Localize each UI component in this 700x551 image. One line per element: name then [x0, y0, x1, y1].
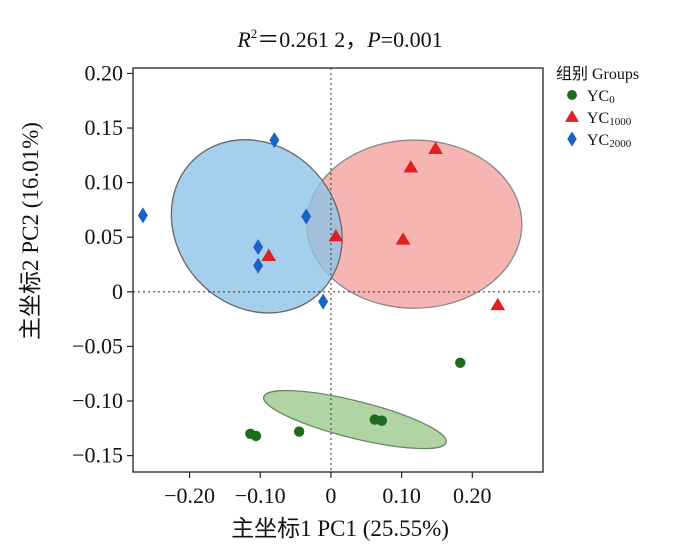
- ellipses-layer: [170, 139, 523, 450]
- legend-marker-YC1000: [565, 110, 579, 122]
- x-tick-label: −0.20: [164, 483, 215, 508]
- title-r-sup: 2: [251, 26, 258, 41]
- point-YC1000-5: [428, 141, 443, 154]
- legend-label-YC2000: YC2000: [587, 132, 632, 150]
- confidence-ellipse-YC2000: [170, 139, 343, 314]
- y-tick-label: −0.10: [72, 388, 123, 413]
- y-tick-label: −0.15: [72, 443, 123, 468]
- y-tick-label: 0: [112, 279, 123, 304]
- y-axis-title: 主坐标2 PC2 (16.01%): [18, 122, 43, 340]
- legend-title: 组别 Groups: [556, 65, 639, 83]
- y-tick-label: −0.05: [72, 333, 123, 358]
- title-r-value: ＝0.261 2，: [257, 27, 367, 52]
- point-YC2000-6: [318, 293, 329, 310]
- x-axis-title: 主坐标1 PC1 (25.55%): [231, 516, 449, 541]
- legend-label-YC0: YC0: [587, 88, 615, 106]
- y-tick-label: 0.10: [85, 170, 124, 195]
- point-YC0-2: [250, 430, 262, 442]
- point-YC1000-3: [395, 232, 411, 245]
- point-YC2000-4: [253, 239, 264, 256]
- point-YC0-5: [376, 415, 388, 426]
- point-YC0-6: [455, 357, 466, 369]
- x-tick-label: 0: [325, 483, 336, 508]
- zero-lines-layer: [133, 68, 543, 472]
- legend: 组别 Groups YC0 YC1000 YC2000: [556, 65, 639, 150]
- point-YC1000-6: [490, 297, 506, 311]
- point-YC2000-2: [269, 132, 280, 149]
- point-YC2000-5: [253, 257, 264, 274]
- legend-marker-YC2000: [567, 131, 577, 147]
- y-tick-label: 0.15: [85, 115, 124, 140]
- point-YC1000-1: [261, 248, 277, 261]
- x-axis: −0.20 −0.10 0 0.10 0.20: [164, 472, 492, 508]
- y-tick-label: 0.20: [85, 60, 124, 85]
- legend-marker-YC0: [567, 90, 577, 100]
- x-tick-label: −0.10: [235, 483, 286, 508]
- y-tick-label: 0.05: [85, 224, 124, 249]
- plot-frame: [132, 67, 544, 473]
- title-r-symbol: R: [236, 27, 251, 52]
- point-YC1000-4: [403, 160, 419, 173]
- points-layer: [137, 132, 506, 442]
- point-YC0-3: [293, 426, 305, 437]
- point-YC2000-1: [137, 207, 148, 224]
- point-YC1000-2: [328, 228, 344, 242]
- confidence-ellipse-YC0: [262, 389, 447, 450]
- y-axis: −0.15 −0.10 −0.05 0 0.05 0.10 0.15 0.20: [72, 60, 133, 468]
- x-tick-label: 0.10: [382, 483, 421, 508]
- x-tick-label: 0.20: [453, 483, 492, 508]
- chart-title: R2＝0.261 2，P=0.001: [236, 26, 442, 52]
- legend-label-YC1000: YC1000: [587, 110, 632, 128]
- title-p-symbol: P: [366, 27, 380, 52]
- point-YC2000-3: [301, 208, 312, 225]
- title-p-value: =0.001: [381, 27, 443, 52]
